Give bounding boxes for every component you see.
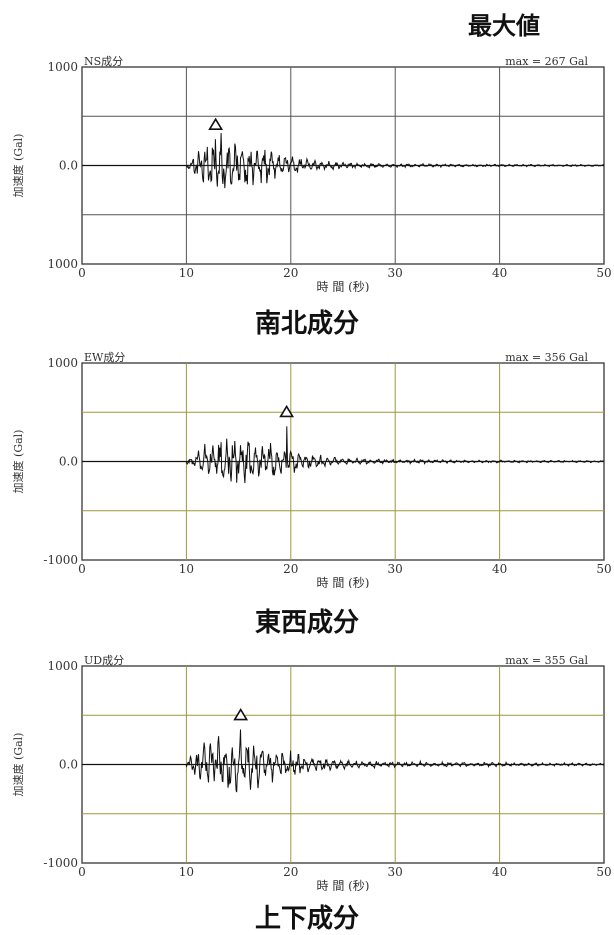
peak-marker-triangle	[279, 404, 295, 418]
x-tick-label: 30	[388, 266, 403, 280]
ew-component-caption: 東西成分	[254, 608, 359, 638]
ns-component-caption: 南北成分	[254, 309, 359, 339]
x-tick-label: 10	[179, 266, 194, 280]
x-tick-label: 0	[78, 266, 86, 280]
max-value-text: max = 267 Gal	[505, 55, 588, 68]
y-axis-title: 加速度 (Gal)	[11, 733, 25, 797]
acceleration-trace	[82, 729, 605, 793]
y-tick-label: 1000	[47, 356, 78, 370]
x-tick-label: 40	[492, 562, 507, 576]
component-label: NS成分	[84, 55, 123, 68]
x-tick-label: 50	[596, 562, 611, 576]
x-tick-label: 20	[283, 865, 298, 879]
acceleration-trace	[82, 132, 605, 189]
y-tick-label: 1000	[47, 659, 78, 673]
x-tick-label: 50	[596, 865, 611, 879]
max-value-legend-title: 最大値	[468, 12, 540, 40]
acceleration-trace	[82, 426, 605, 484]
y-tick-label: 0.0	[59, 758, 78, 772]
x-tick-label: 10	[179, 562, 194, 576]
x-axis-title: 時 間 (秒)	[317, 576, 370, 588]
x-tick-label: 30	[388, 562, 403, 576]
x-tick-label: 10	[179, 865, 194, 879]
y-axis-title: 加速度 (Gal)	[11, 430, 25, 494]
component-label: UD成分	[84, 654, 124, 667]
peak-marker-triangle	[233, 707, 249, 721]
x-tick-label: 40	[492, 266, 507, 280]
x-tick-label: 0	[78, 562, 86, 576]
y-tick-label: 0.0	[59, 159, 78, 173]
ns-acceleration-chart: 0 10 20 30 40 50 1000 0.0 1000 NS成分 max = 267 Gal 時…	[11, 55, 612, 292]
component-label: EW成分	[84, 351, 125, 364]
peak-marker-triangle	[208, 117, 224, 131]
x-tick-label: 20	[283, 562, 298, 576]
max-value-text: max = 356 Gal	[505, 351, 588, 364]
y-tick-label: 1000	[47, 257, 78, 271]
ew-acceleration-chart: 0 10 20 30 40 50 1000 0.0 -1000 EW成分 max = 356 Gal…	[11, 351, 612, 588]
y-tick-label: 0.0	[59, 455, 78, 469]
y-tick-label: -1000	[43, 553, 78, 567]
y-tick-label: -1000	[43, 856, 78, 870]
max-value-text: max = 355 Gal	[505, 654, 588, 667]
x-tick-label: 40	[492, 865, 507, 879]
y-tick-label: 1000	[47, 60, 78, 74]
x-tick-label: 50	[596, 266, 611, 280]
x-tick-label: 0	[78, 865, 86, 879]
y-axis-title: 加速度 (Gal)	[11, 134, 25, 198]
x-axis-title: 時 間 (秒)	[317, 879, 370, 891]
x-tick-label: 30	[388, 865, 403, 879]
x-axis-title: 時 間 (秒)	[317, 280, 370, 292]
x-tick-label: 20	[283, 266, 298, 280]
ud-acceleration-chart: 0 10 20 30 40 50 1000 0.0 -1000 UD成分 max = 355 Gal…	[11, 654, 612, 891]
ud-component-caption: 上下成分	[254, 904, 359, 934]
